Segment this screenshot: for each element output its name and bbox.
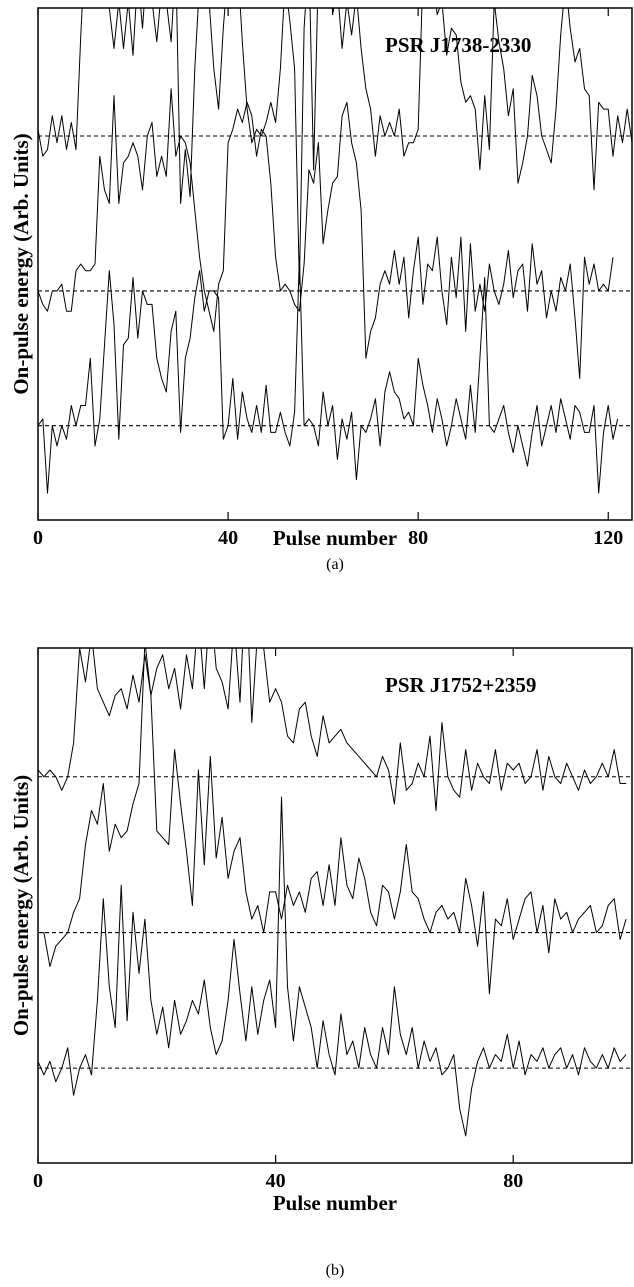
- plot-frame: [37, 7, 633, 521]
- panel-caption: (b): [326, 1262, 345, 1279]
- x-tick-label: 0: [33, 527, 43, 549]
- panel-a: 0 40 80 120 Pulse number On-pulse energy (Arb…: [9, 7, 633, 573]
- series-line-2: [38, 88, 614, 379]
- x-tick-label: 80: [408, 527, 428, 549]
- chart-title: PSR J1738-2330: [385, 33, 531, 57]
- x-tick-label: 80: [503, 1170, 523, 1192]
- x-axis-label: Pulse number: [273, 1191, 397, 1215]
- series-line-3: [38, 256, 619, 494]
- x-tick-label: 40: [266, 1170, 286, 1192]
- plot-frame: [37, 647, 633, 1164]
- x-tick-label: 0: [33, 1170, 43, 1192]
- series-line-3: [38, 796, 627, 1137]
- x-tick-label: 120: [593, 527, 623, 549]
- y-axis-label: On-pulse energy (Arb. Units): [9, 133, 33, 394]
- y-axis-label: On-pulse energy (Arb. Units): [9, 775, 33, 1036]
- panel-b: 0 40 80 Pulse number On-pulse energy (Arb. U…: [9, 647, 633, 1279]
- x-tick-label: 40: [218, 527, 238, 549]
- panel-caption: (a): [326, 556, 344, 573]
- x-axis-label: Pulse number: [273, 526, 397, 550]
- chart-title: PSR J1752+2359: [385, 673, 536, 697]
- series-line-2: [38, 648, 627, 995]
- series-line-1: [38, 8, 632, 285]
- series-line-1: [38, 648, 627, 812]
